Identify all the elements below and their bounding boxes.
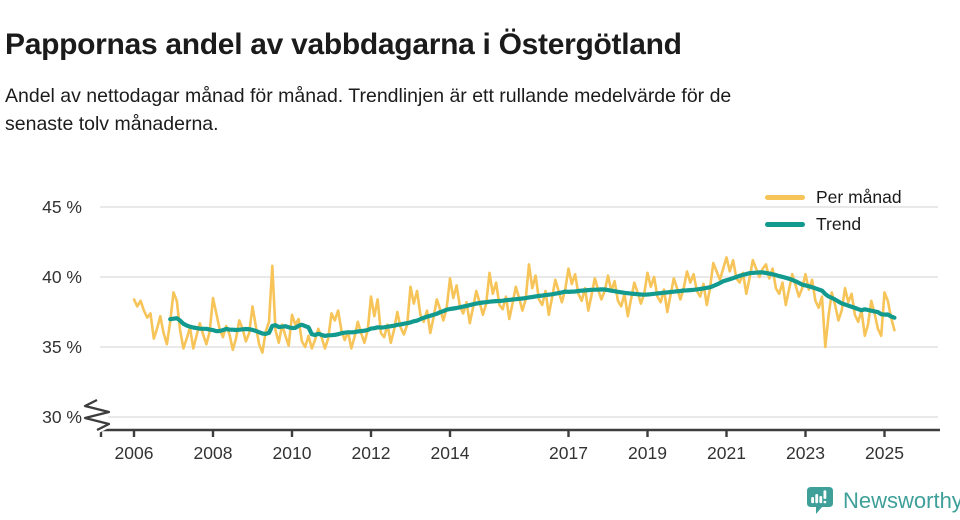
x-tick-label: 2023 [786,443,825,463]
chart-legend: Per månad Trend [765,184,902,238]
x-tick-label: 2012 [352,443,391,463]
newsworthy-logo[interactable]: Newsworthy [805,486,960,516]
x-tick-label: 2014 [431,443,470,463]
legend-label: Per månad [816,187,902,207]
y-tick-label: 30 % [42,407,82,427]
y-tick-label: 40 % [42,267,82,287]
y-tick-label: 45 % [42,197,82,217]
bar-chart-speech-bubble-icon [807,487,833,514]
axis-break-icon [83,398,111,432]
trend-line [168,270,897,338]
x-tick-label: 2021 [707,443,746,463]
page-title: Pappornas andel av vabbdagarna i Östergö… [5,28,682,62]
x-tick-label: 2017 [549,443,588,463]
trend-line-swatch-icon [765,222,805,227]
y-tick-label: 35 % [42,337,82,357]
chart-subtitle: Andel av nettodagar månad för månad. Tre… [5,82,731,138]
legend-label: Trend [816,214,862,234]
x-tick-label: 2006 [115,443,154,463]
per-manad-line [132,256,896,354]
subtitle-line-1: Andel av nettodagar månad för månad. Tre… [5,85,732,107]
legend-item-trend: Trend [765,211,902,238]
legend-item-per-manad: Per månad [765,184,902,211]
x-tick-label: 2008 [194,443,233,463]
x-tick-label: 2025 [865,443,904,463]
subtitle-line-2: senaste tolv månaderna. [5,113,219,135]
per-manad-line-swatch-icon [765,195,805,200]
x-tick-label: 2010 [273,443,312,463]
brand-name: Newsworthy [843,488,960,513]
x-tick-label: 2019 [628,443,667,463]
